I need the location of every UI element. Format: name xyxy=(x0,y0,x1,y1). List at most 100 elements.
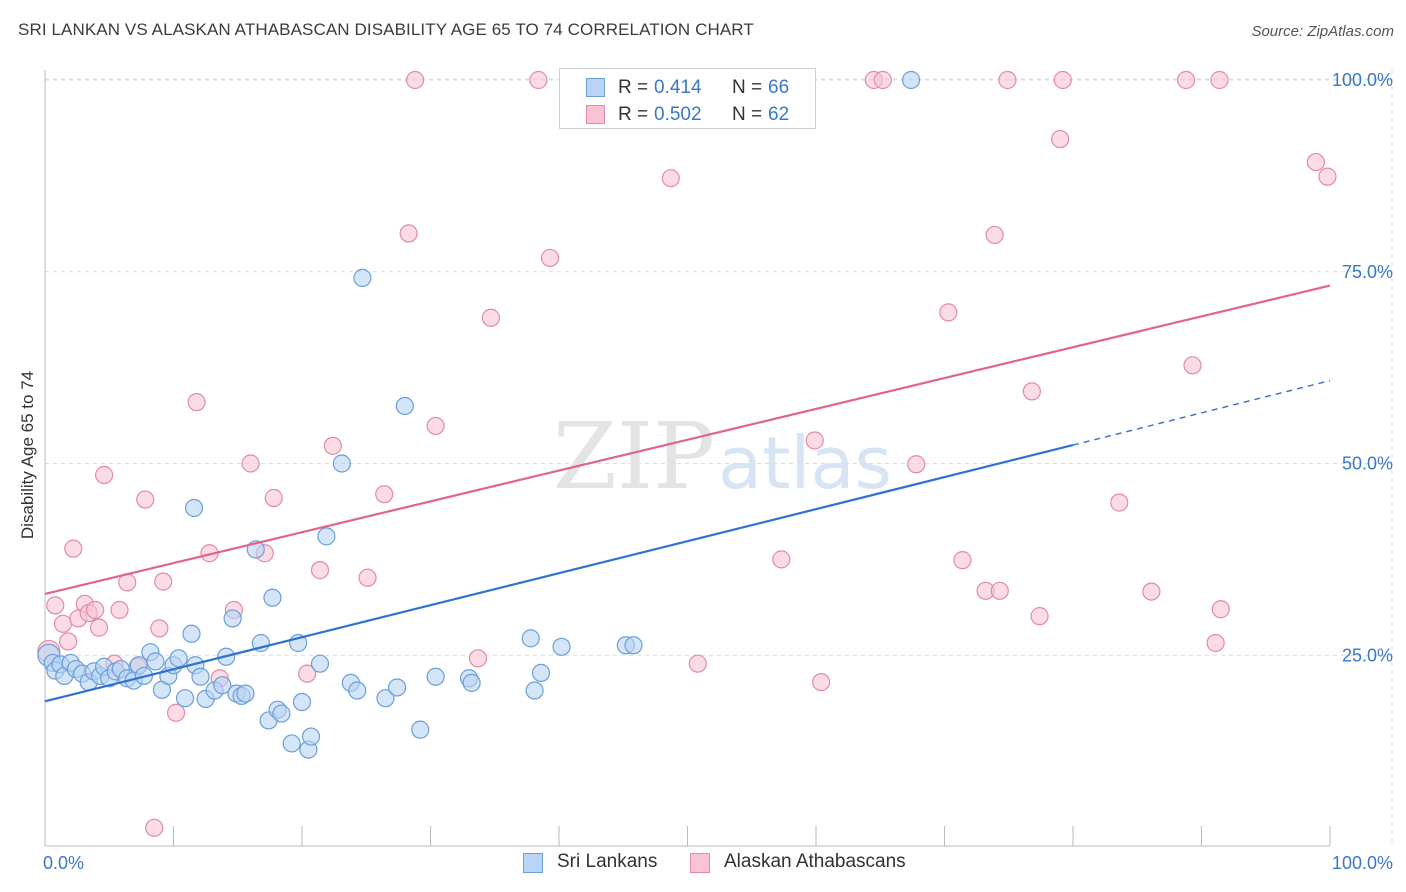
sri-lankans-point xyxy=(353,268,372,287)
x-tick-label: 0.0% xyxy=(43,853,84,873)
sri-lankans-point xyxy=(292,692,312,712)
watermark-atlas: atlas xyxy=(718,421,892,505)
watermark: ZIP atlas xyxy=(553,403,892,510)
tick-labels: 25.0% 50.0% 75.0% 100.0% 0.0% 100.0% xyxy=(43,70,1393,873)
stats-n-label: N = xyxy=(732,77,763,98)
alaskan-athabascans-point xyxy=(481,308,500,327)
y-tick-label: 100.0% xyxy=(1332,70,1393,90)
alaskan-athabascans-point xyxy=(323,436,342,455)
sri-lankans-point xyxy=(901,70,921,90)
sri-lankans-point xyxy=(348,681,367,700)
series-alaskan-athabascans-points xyxy=(37,70,1337,837)
sri-lankans-point xyxy=(301,727,321,746)
sri-lankans-point xyxy=(282,734,301,753)
y-axis-label: Disability Age 65 to 74 xyxy=(18,371,37,539)
alaskan-athabascans-point xyxy=(873,70,892,90)
sri-lankans-point xyxy=(411,720,430,739)
alaskan-athabascans-point xyxy=(46,596,65,615)
alaskan-athabascans-point xyxy=(990,581,1009,600)
alaskan-athabascans-point xyxy=(59,632,78,651)
alaskan-athabascans-point xyxy=(241,454,260,473)
alaskan-athabascans-point xyxy=(1306,152,1325,172)
alaskan-athabascans-point xyxy=(405,70,425,90)
y-tick-label: 75.0% xyxy=(1342,262,1393,282)
alaskan-athabascans-point xyxy=(1142,582,1161,601)
alaskan-athabascans-point xyxy=(53,614,73,633)
sri-lankans-point xyxy=(426,667,445,686)
alaskan-athabascans-point xyxy=(953,551,972,570)
alaskan-athabascans-point xyxy=(540,248,560,268)
alaskan-athabascans-point xyxy=(907,455,926,474)
alaskan-athabascans-point xyxy=(145,818,164,837)
sri-lankans-point xyxy=(184,498,204,518)
chart-title: SRI LANKAN VS ALASKAN ATHABASCAN DISABIL… xyxy=(18,20,754,39)
alaskan-athabascans-point xyxy=(166,703,186,722)
alaskan-athabascans-point xyxy=(1110,493,1129,512)
alaskan-athabascans-point xyxy=(375,485,394,504)
alaskan-athabascans-point xyxy=(688,654,707,673)
sri-lankans-point xyxy=(263,588,282,607)
sri-lankans-point xyxy=(552,637,571,656)
gridlines xyxy=(45,70,1393,846)
alaskan-athabascans-point xyxy=(89,618,109,637)
stats-n-value: 66 xyxy=(768,77,790,98)
sri-lankans-point xyxy=(624,636,643,655)
alaskan-athabascans-point xyxy=(187,393,206,412)
trendline-sri-lankans xyxy=(44,444,1074,703)
sri-lankans-point xyxy=(213,676,232,695)
legend-swatch-pink xyxy=(690,853,710,873)
stats-r-label: R = xyxy=(618,104,649,125)
stats-swatch-blue xyxy=(586,78,605,97)
sri-lankans-point xyxy=(317,527,336,546)
alaskan-athabascans-point xyxy=(358,568,377,587)
alaskan-athabascans-point xyxy=(310,561,330,580)
alaskan-athabascans-point xyxy=(985,225,1004,245)
alaskan-athabascans-point xyxy=(154,572,173,591)
legend-label: Alaskan Athabascans xyxy=(724,851,906,872)
x-tick-label: 100.0% xyxy=(1332,853,1393,873)
axes xyxy=(44,70,1331,847)
stats-n-value: 62 xyxy=(768,104,790,125)
alaskan-athabascans-point xyxy=(86,600,105,620)
sri-lankans-point xyxy=(462,673,481,692)
alaskan-athabascans-point xyxy=(939,303,958,322)
stats-r-value: 0.502 xyxy=(654,104,702,125)
legend-swatch-blue xyxy=(523,853,543,873)
watermark-zip: ZIP xyxy=(553,403,715,510)
alaskan-athabascans-point xyxy=(1051,129,1070,149)
stats-r-label: R = xyxy=(618,77,649,98)
stats-box: R = 0.414 N = 66 R = 0.502 N = 62 xyxy=(559,68,816,129)
trendlines xyxy=(44,284,1331,703)
trendline-alaskan-athabascans xyxy=(44,284,1331,595)
sri-lankans-point xyxy=(223,609,242,628)
sri-lankans-point xyxy=(236,684,255,703)
alaskan-athabascans-point xyxy=(812,672,831,692)
sri-lankans-point xyxy=(521,629,540,648)
alaskan-athabascans-point xyxy=(998,70,1017,90)
alaskan-athabascans-point xyxy=(805,431,824,450)
alaskan-athabascans-point xyxy=(64,539,83,558)
y-tick-label: 25.0% xyxy=(1342,645,1393,665)
alaskan-athabascans-point xyxy=(1176,70,1196,90)
alaskan-athabascans-point xyxy=(1053,70,1072,90)
alaskan-athabascans-point xyxy=(1183,356,1202,375)
y-tick-label: 50.0% xyxy=(1342,454,1393,474)
sri-lankans-point xyxy=(531,663,551,682)
alaskan-athabascans-point xyxy=(110,600,129,620)
sri-lankans-point xyxy=(395,396,414,416)
stats-n-label: N = xyxy=(732,104,763,125)
sri-lankans-point xyxy=(169,649,188,668)
alaskan-athabascans-point xyxy=(150,619,169,638)
sri-lankans-point xyxy=(146,652,165,671)
alaskan-athabascans-point xyxy=(1206,633,1225,653)
alaskan-athabascans-point xyxy=(264,488,283,508)
sri-lankans-point xyxy=(272,704,291,723)
sri-lankans-point xyxy=(387,678,407,697)
legend-label: Sri Lankans xyxy=(557,851,658,872)
sri-lankans-point xyxy=(376,689,395,708)
stats-swatch-pink xyxy=(586,105,605,124)
alaskan-athabascans-point xyxy=(298,664,317,683)
sri-lankans-point xyxy=(525,681,544,700)
alaskan-athabascans-point xyxy=(1318,167,1337,186)
alaskan-athabascans-point xyxy=(468,649,488,668)
